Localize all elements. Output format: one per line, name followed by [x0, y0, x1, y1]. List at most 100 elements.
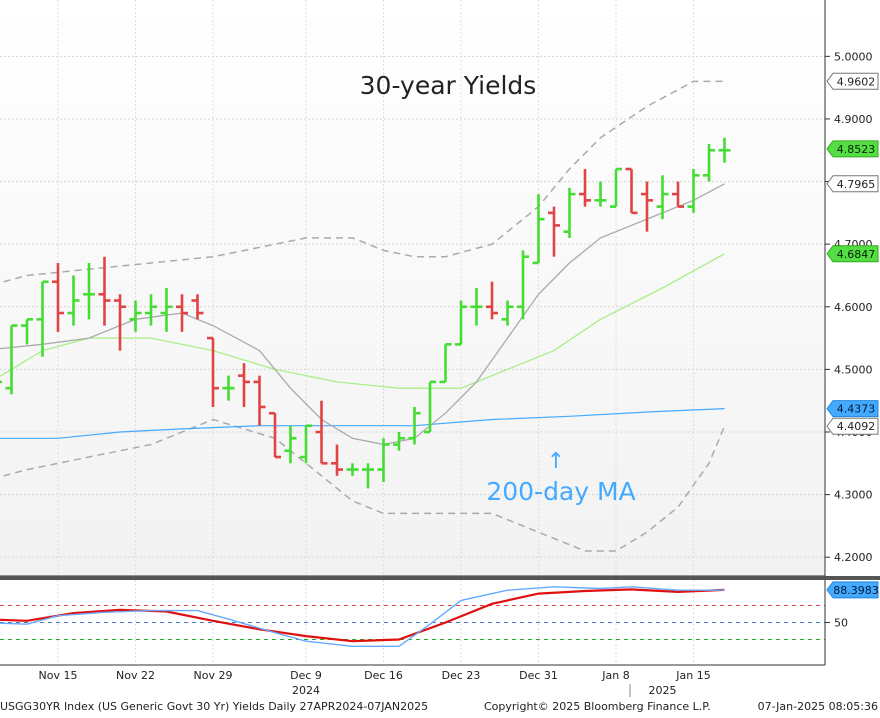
- ohlc-bar: [408, 406, 421, 445]
- ohlc-bar: [346, 463, 359, 476]
- y-tick-label: 4.9000: [834, 113, 873, 126]
- ohlc-bar: [641, 181, 653, 232]
- x-tick-label: Dec 31: [519, 669, 558, 682]
- ohlc-bar: [377, 438, 390, 483]
- ohlc-bar: [145, 294, 157, 326]
- ohlc-bar: [0, 380, 2, 384]
- ohlc-bar: [439, 343, 452, 384]
- x-tick-label: Dec 16: [364, 669, 403, 682]
- ohlc-bar: [21, 318, 33, 345]
- ohlc-bar: [253, 375, 266, 426]
- ohlc-bar: [362, 463, 374, 489]
- ohlc-bar: [579, 169, 591, 207]
- ohlc-bar: [672, 181, 684, 208]
- ma200-line: [0, 408, 725, 439]
- ohlc-bar: [114, 294, 126, 351]
- last-value-label: 4.9602: [826, 72, 879, 90]
- x-tick-label: Nov 15: [39, 669, 78, 682]
- main-panel-background: [0, 0, 825, 576]
- ohlc-bar: [160, 288, 173, 332]
- last-value-label-text: 4.7965: [837, 178, 876, 191]
- rsi-last-value-label: 88.3983: [826, 581, 879, 599]
- ohlc-bar: [548, 206, 560, 257]
- ohlc-bar: [486, 281, 498, 320]
- ohlc-bar: [594, 181, 607, 207]
- x-tick-label: Dec 23: [442, 669, 481, 682]
- x-tick-label: Dec 9: [290, 669, 322, 682]
- last-value-label: 4.4373: [826, 400, 879, 418]
- last-value-label-text: 4.4373: [837, 403, 876, 416]
- last-value-label: 4.6847: [826, 245, 879, 263]
- footer-right: 07-Jan-2025 08:05:36: [758, 700, 878, 713]
- ohlc-bar: [52, 262, 64, 332]
- ma200-annotation-arrow: ↑: [547, 449, 565, 474]
- last-value-label-box: [826, 417, 879, 435]
- ohlc-bar: [222, 375, 235, 401]
- ohlc-bar: [67, 275, 80, 326]
- ohlc-bar: [517, 250, 529, 320]
- ohlc-bar: [393, 432, 405, 451]
- ma200-annotation: 200-day MA: [486, 477, 635, 506]
- ohlc-bar: [703, 144, 715, 182]
- ohlc-bar: [687, 169, 700, 213]
- ohlc-bar: [5, 324, 18, 395]
- rsi-series-line: [0, 586, 725, 647]
- last-value-label-box: [826, 175, 879, 193]
- year-label: 2025: [649, 684, 677, 697]
- lower-band-line: [0, 418, 726, 552]
- y-tick-label: 5.0000: [834, 50, 873, 63]
- last-value-label: 4.8523: [826, 140, 879, 158]
- ma50-line: [0, 253, 725, 389]
- ohlc-bar: [207, 336, 219, 407]
- ohlc-bar: [470, 288, 483, 326]
- ohlc-bar: [191, 294, 204, 320]
- rsi-series-line: [0, 588, 725, 643]
- ohlc-bar: [455, 300, 467, 346]
- last-value-label-box: [826, 245, 879, 263]
- ohlc-bar: [129, 300, 142, 332]
- ohlc-bar: [656, 175, 669, 220]
- ohlc-bar: [563, 187, 576, 238]
- ohlc-bar: [36, 280, 49, 357]
- last-value-label: 4.7965: [826, 175, 879, 193]
- ohlc-bar: [331, 444, 343, 476]
- ohlc-bar: [98, 256, 111, 326]
- last-value-label: 4.4092: [826, 417, 879, 435]
- ohlc-bar: [625, 167, 638, 215]
- last-value-label-text: 4.6847: [837, 248, 876, 261]
- ohlc-bar: [718, 137, 731, 163]
- footer-center: Copyright© 2025 Bloomberg Finance L.P.: [484, 700, 711, 713]
- ohlc-bar: [83, 262, 95, 320]
- footer-left: USGG30YR Index (US Generic Govt 30 Yr) Y…: [0, 700, 428, 713]
- last-value-label-text: 4.8523: [837, 143, 876, 156]
- y-tick-label: 4.3000: [834, 489, 873, 502]
- y-tick-label: 4.2000: [834, 551, 873, 564]
- ohlc-bar: [315, 400, 328, 465]
- year-label: 2024: [292, 684, 320, 697]
- x-tick-label: Nov 29: [194, 669, 233, 682]
- ohlc-bar: [269, 411, 281, 459]
- ohlc-bar: [284, 425, 297, 464]
- last-value-label-box: [826, 400, 879, 418]
- rsi-last-value-box: [826, 581, 879, 599]
- y-tick-label: 4.6000: [834, 301, 873, 314]
- x-tick-label: Jan 8: [601, 669, 629, 682]
- last-value-label-text: 4.9602: [837, 75, 876, 88]
- chart-title: 30-year Yields: [360, 71, 537, 100]
- ohlc-bar: [610, 167, 622, 208]
- ohlc-bar: [300, 424, 312, 464]
- last-value-label-text: 4.4092: [837, 420, 876, 433]
- ohlc-bar: [532, 194, 545, 265]
- panel-divider-bar: [0, 576, 880, 580]
- ohlc-bar: [176, 294, 188, 332]
- ohlc-bar: [501, 300, 514, 326]
- last-value-label-box: [826, 72, 879, 90]
- x-tick-label: Nov 22: [116, 669, 155, 682]
- ohlc-bar: [424, 380, 436, 434]
- y-tick-label: 4.5000: [834, 363, 873, 376]
- upper-band-line: [0, 80, 725, 284]
- last-value-label-box: [826, 140, 879, 158]
- x-tick-label: Jan 15: [675, 669, 710, 682]
